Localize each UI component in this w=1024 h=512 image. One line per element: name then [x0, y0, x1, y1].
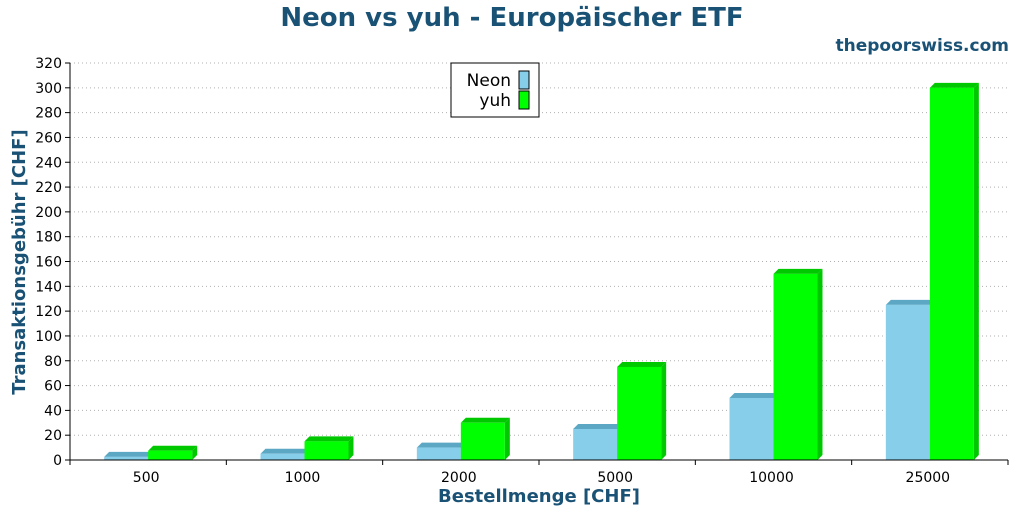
y-tick-label: 320	[35, 56, 62, 72]
bar	[885, 304, 930, 460]
x-tick-label: 500	[133, 470, 160, 486]
bar-top	[148, 445, 198, 451]
bar-side	[192, 445, 198, 460]
x-axis-title: Bestellmenge [CHF]	[438, 486, 640, 507]
y-tick-label: 180	[35, 230, 62, 246]
axes: 0 20 40 60 80 100 120 140 160 180 200 220 240 260 280 3…	[35, 56, 1009, 486]
bar-top	[929, 82, 979, 88]
y-axis-title: Transaktionsgebühr [CHF]	[9, 129, 30, 394]
y-tick-label: 100	[35, 329, 62, 345]
source-label: thepoorswiss.com	[836, 36, 1010, 56]
bar	[460, 422, 505, 460]
legend-label: Neon	[467, 71, 511, 91]
bar-top	[460, 417, 510, 423]
bar-top	[304, 436, 354, 442]
x-tick-label: 10000	[749, 470, 794, 486]
y-tick-label: 40	[44, 403, 62, 419]
legend-swatch	[518, 70, 530, 90]
y-tick-label: 260	[35, 130, 62, 146]
y-tick-label: 20	[44, 428, 62, 444]
bar	[148, 450, 193, 460]
bar	[573, 428, 618, 460]
y-tick-label: 140	[35, 279, 62, 295]
y-tick-label: 80	[44, 354, 62, 370]
y-tick-label: 240	[35, 155, 62, 171]
bar-top	[104, 451, 154, 457]
x-tick-label: 1000	[285, 470, 321, 486]
bar-side	[661, 361, 667, 460]
x-tick-label: 25000	[906, 470, 951, 486]
bar-top	[773, 268, 823, 274]
bar-top	[729, 392, 779, 398]
x-tick-label: 2000	[441, 470, 477, 486]
bar	[929, 87, 974, 460]
legend-label: yuh	[479, 91, 511, 111]
bar-side	[348, 436, 354, 460]
bar	[773, 273, 818, 460]
y-tick-label: 60	[44, 379, 62, 395]
bar	[304, 441, 349, 460]
bar-top	[260, 448, 310, 454]
bar	[617, 366, 662, 460]
y-tick-label: 200	[35, 205, 62, 221]
y-tick-label: 120	[35, 304, 62, 320]
bar-side	[817, 268, 823, 460]
y-tick-label: 0	[53, 453, 62, 469]
bars	[104, 82, 979, 460]
bar-side	[504, 417, 510, 460]
bar-top	[573, 423, 623, 429]
x-tick-label: 5000	[597, 470, 633, 486]
bar-top	[416, 442, 466, 448]
bar	[729, 397, 774, 460]
y-tick-label: 160	[35, 255, 62, 271]
y-tick-label: 220	[35, 180, 62, 196]
bar	[104, 456, 149, 460]
grid-lines	[70, 62, 1008, 436]
bar-side	[973, 82, 979, 460]
y-tick-label: 300	[35, 81, 62, 97]
legend-swatch	[518, 90, 530, 110]
bar-top	[617, 361, 667, 367]
y-tick-label: 280	[35, 106, 62, 122]
bar	[416, 447, 461, 460]
chart-title: Neon vs yuh - Europäischer ETF	[280, 3, 743, 33]
bar	[260, 453, 305, 460]
bar-top	[885, 299, 935, 305]
